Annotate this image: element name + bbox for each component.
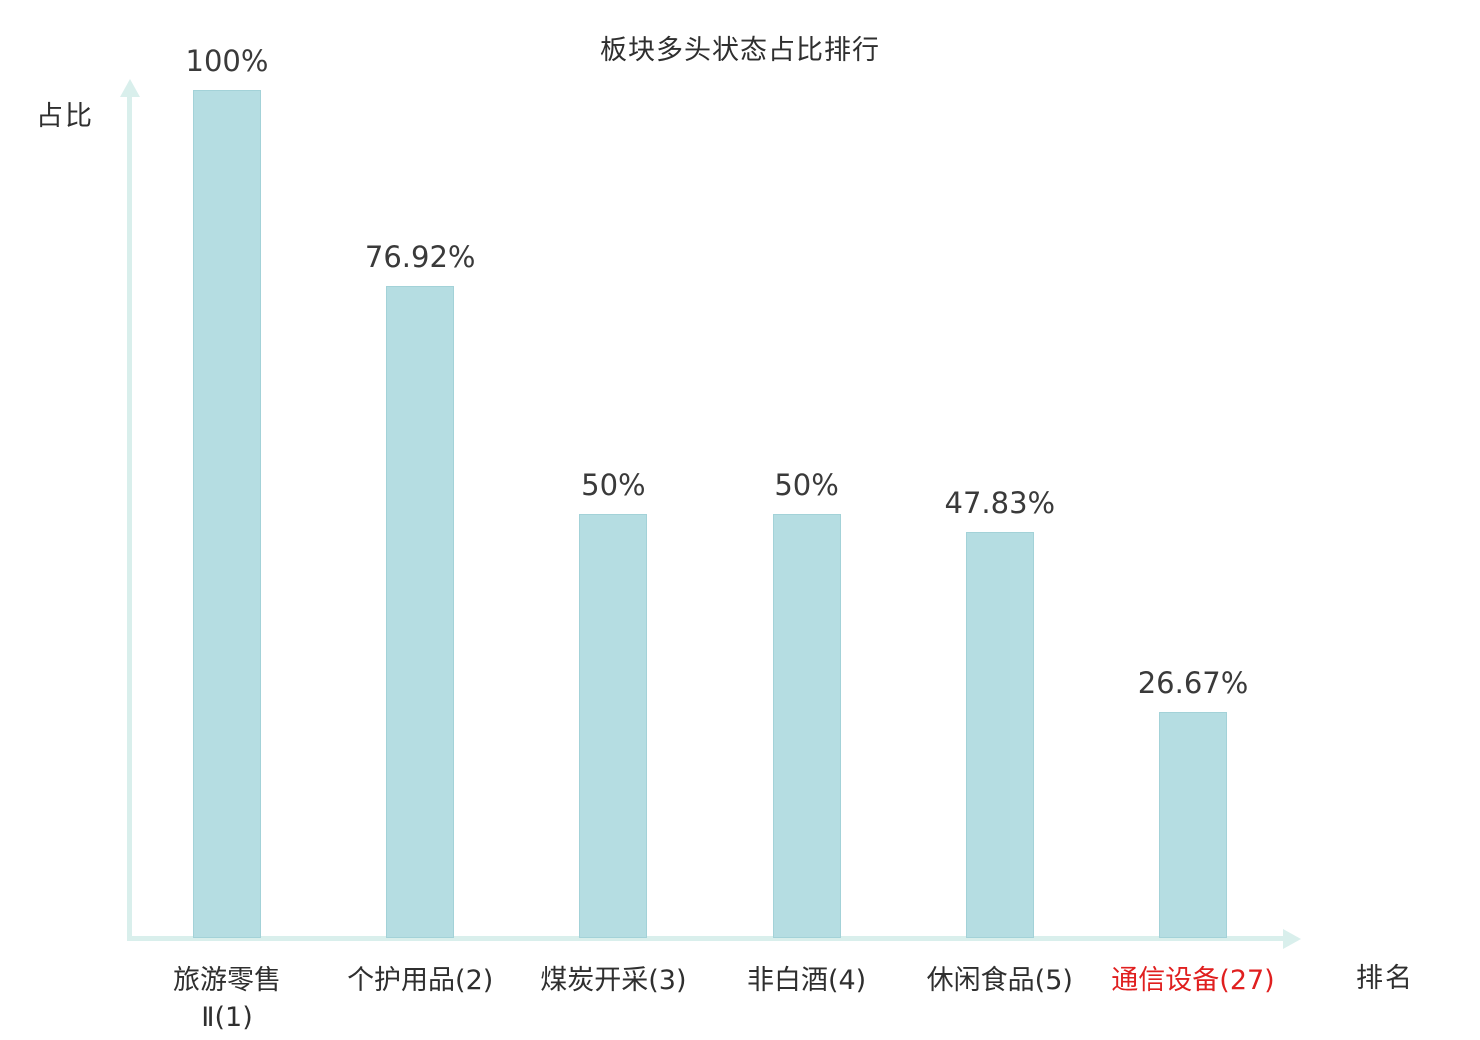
bar (965, 532, 1034, 938)
bar (1159, 711, 1227, 938)
bar (772, 514, 841, 938)
bar-value-label: 50% (581, 468, 646, 502)
bar-value-label: 47.83% (944, 486, 1056, 521)
bar-category-label: 休闲食品(5) (926, 965, 1073, 996)
bar (579, 514, 648, 938)
bar (386, 285, 455, 938)
x-axis-arrow-icon (1283, 929, 1301, 949)
bar (193, 90, 261, 938)
bar-category-label: 煤炭开采(3) (540, 965, 687, 996)
bar-category-label: 非白酒(4) (746, 965, 867, 996)
y-axis-line (127, 95, 132, 938)
bar-value-label: 100% (185, 44, 269, 78)
x-axis-label: 排名 (1356, 963, 1414, 994)
bar-category-label: 个护用品(2) (347, 965, 494, 996)
x-axis-line (127, 936, 1285, 941)
bar-value-label: 50% (774, 468, 839, 502)
bar-value-label: 76.92% (364, 239, 476, 274)
bar-value-label: 26.67% (1137, 665, 1249, 700)
bar-category-label: 通信设备(27) (1111, 965, 1275, 996)
y-axis-label: 占比 (36, 101, 94, 132)
chart-title: 板块多头状态占比排行 (600, 35, 880, 66)
y-axis-arrow-icon (120, 79, 140, 97)
bar-category-label: 旅游零售 Ⅱ(1) (173, 965, 281, 1033)
